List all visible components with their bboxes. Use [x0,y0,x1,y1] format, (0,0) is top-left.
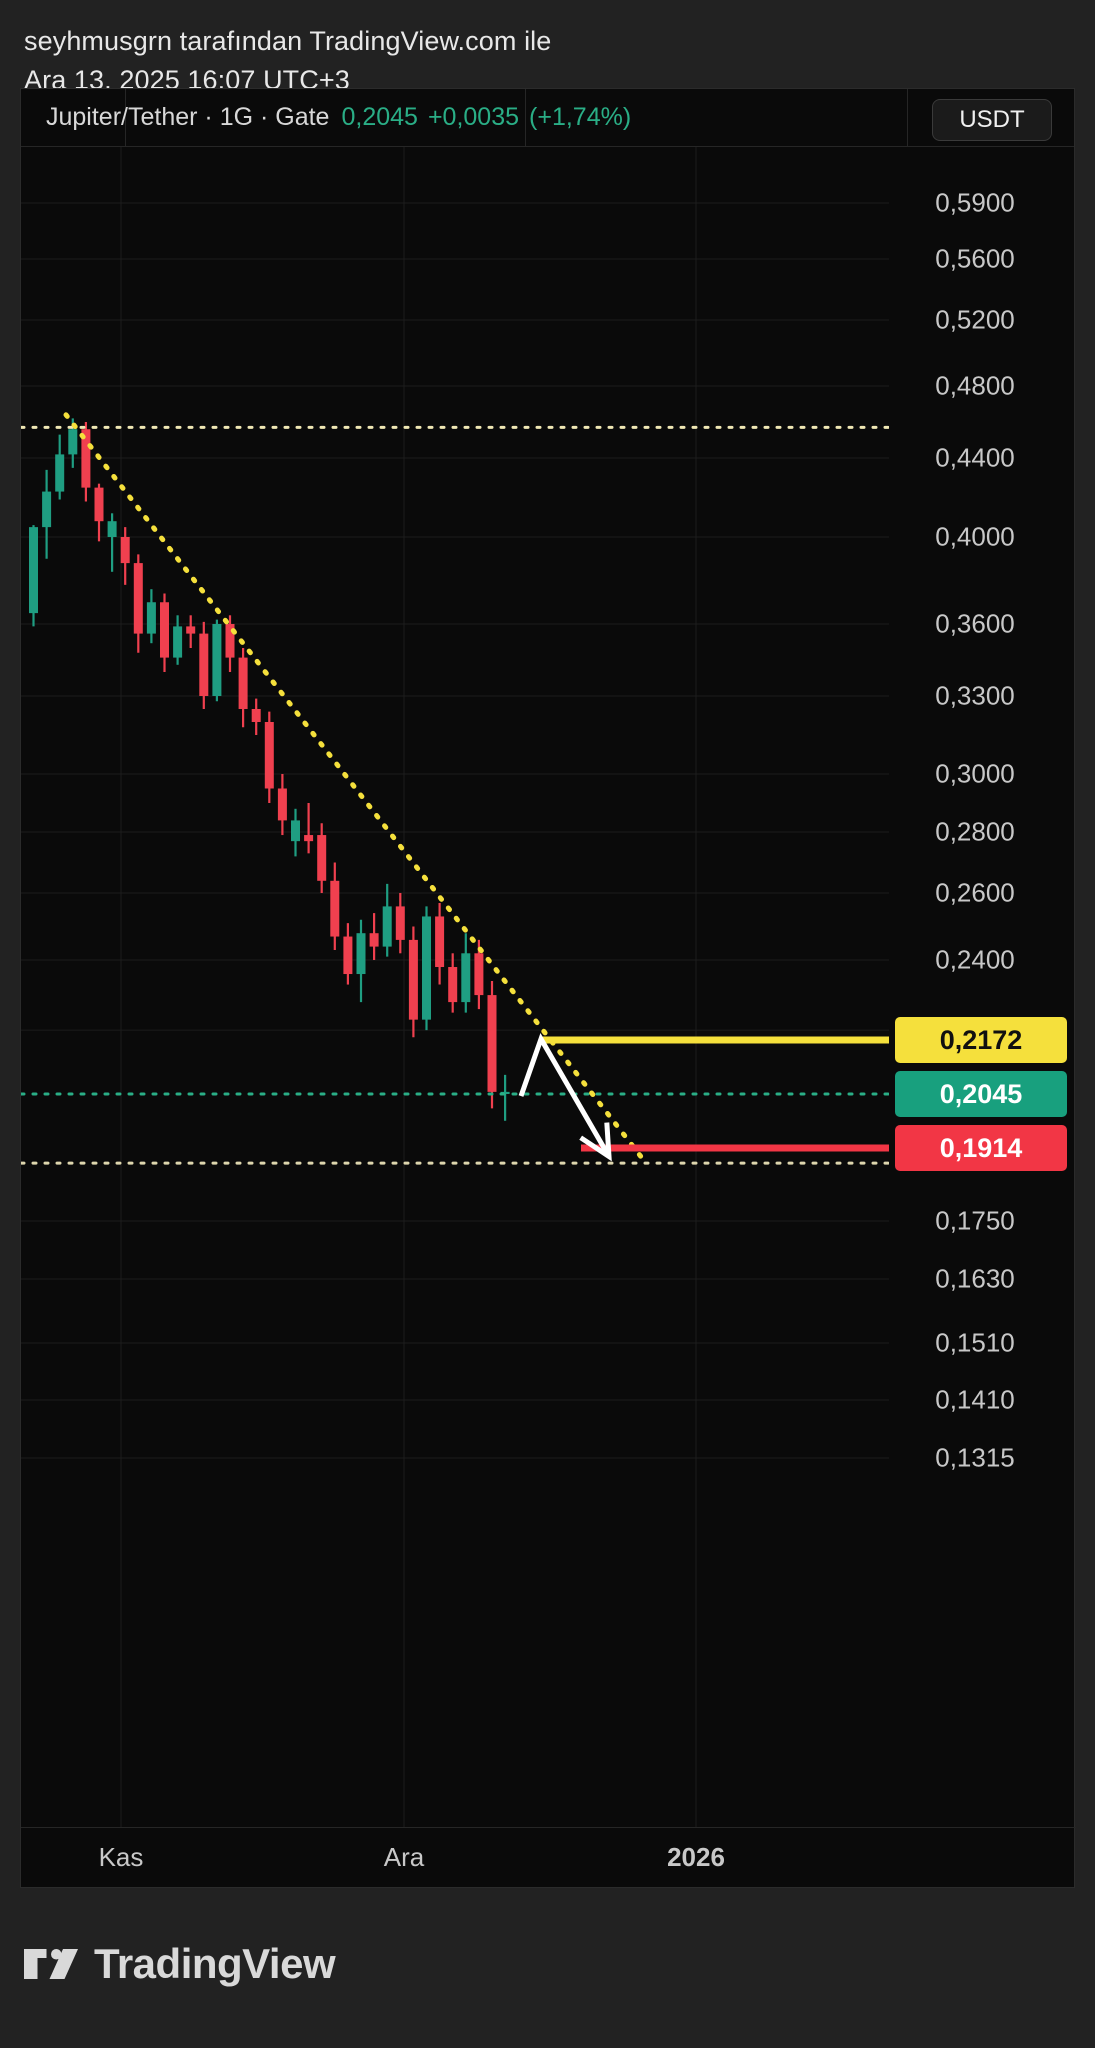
exchange-label[interactable]: Gate [275,103,330,131]
change-percent: (+1,74%) [529,103,632,131]
tradingview-logo-icon [24,1949,78,1979]
price-tick-label: 0,4000 [935,521,1015,552]
candle-body [186,626,196,634]
candle-body [448,967,458,1003]
price-tick-label: 0,1510 [935,1327,1015,1358]
candle-body [382,906,392,947]
currency-button[interactable]: USDT [932,99,1052,141]
projection-arrow-path[interactable] [518,1032,612,1158]
chart-plot-area[interactable] [21,147,889,1827]
title-divider-3 [907,89,908,147]
price-tick-label: 0,3600 [935,608,1015,639]
candle-body [68,429,78,455]
price-tick-label: 0,1630 [935,1263,1015,1294]
price-tick-label: 0,3300 [935,680,1015,711]
candle-body [369,933,379,947]
price-axis[interactable]: 0,5900 0,5600 0,5200 0,4800 0,4400 0,4000 0,36… [889,147,1075,1827]
time-tick-label: Kas [98,1842,144,1872]
price-tick-label: 0,1750 [935,1205,1015,1236]
candle-body [212,624,222,696]
currency-button-label: USDT [959,106,1025,133]
candle-body [146,602,156,634]
candle-body [133,563,143,634]
candle-body [160,602,169,658]
candle-body [42,491,52,528]
candle-body [408,939,418,1020]
price-tick-label: 0,2800 [935,816,1015,847]
time-axis[interactable]: Kas Ara 2026 [21,1827,1076,1887]
time-tick-label: 2026 [667,1842,725,1872]
symbol-sep-1: · [197,103,220,131]
price-tick-label: 0,2400 [935,944,1015,975]
price-badge-last-price[interactable]: 0,2045 [895,1071,1067,1117]
candlestick-svg [21,147,889,1827]
candle-body [120,537,130,564]
attribution-header: seyhmusgrn tarafından TradingView.com il… [0,0,1095,100]
candle-body [251,709,261,722]
candle-body [356,933,366,975]
price-tick-label: 0,5200 [935,304,1015,335]
candle-body [461,953,471,1003]
candle-body [277,788,287,821]
tradingview-wordmark: TradingView [94,1940,336,1987]
chart-container[interactable]: Jupiter/Tether · 1G · Gate 0,2045 +0,0035 (… [20,88,1076,1888]
price-tick-label: 0,2600 [935,877,1015,908]
symbol-info[interactable]: Jupiter/Tether · 1G · Gate 0,2045 +0,0035 (… [46,103,631,132]
symbol-name[interactable]: Jupiter/Tether [46,103,198,131]
price-tick-label: 0,1410 [935,1384,1015,1415]
chart-title-bar: Jupiter/Tether · 1G · Gate 0,2045 +0,0035 (… [21,89,1074,147]
change-absolute: +0,0035 [427,103,520,131]
candle-body [107,521,117,537]
candle-body [500,1091,510,1094]
candle-body [199,633,209,696]
price-tick-label: 0,5900 [935,187,1015,218]
candle-body [317,835,327,881]
candle-body [264,722,274,789]
candle-body [81,429,91,488]
candle-body [29,527,38,614]
candle-body [343,936,353,975]
candle-body [330,880,340,937]
interval-label[interactable]: 1G [219,103,254,131]
symbol-sep-2: · [253,103,276,131]
downtrend-line[interactable] [63,412,649,1166]
candle-body [422,916,431,1020]
price-tick-label: 0,4800 [935,370,1015,401]
last-price-value: 0,2045 [341,103,418,131]
title-divider-1 [125,89,126,147]
candle-body [395,906,405,940]
candle-body [291,820,300,842]
price-badge-target[interactable]: 0,1914 [895,1125,1067,1171]
candle-body [474,953,484,996]
candle-body [173,626,183,658]
price-tick-label: 0,5600 [935,243,1015,274]
candle-body [55,454,65,492]
candle-body [94,487,104,522]
candle-body [304,835,314,842]
price-badge-resistance[interactable]: 0,2172 [895,1017,1067,1063]
projection-arrowhead [579,1122,612,1162]
candle-body [435,916,445,968]
candle-body [238,657,248,709]
attribution-text: seyhmusgrn tarafından TradingView.com il… [24,26,552,56]
price-tick-label: 0,4400 [935,442,1015,473]
price-tick-label: 0,3000 [935,758,1015,789]
price-tick-label: 0,1315 [935,1442,1015,1473]
tradingview-footer: TradingView [24,1940,336,1988]
title-divider-2 [525,89,526,147]
time-tick-label: Ara [383,1842,425,1872]
candle-body [487,995,497,1092]
candle-body [225,624,235,658]
